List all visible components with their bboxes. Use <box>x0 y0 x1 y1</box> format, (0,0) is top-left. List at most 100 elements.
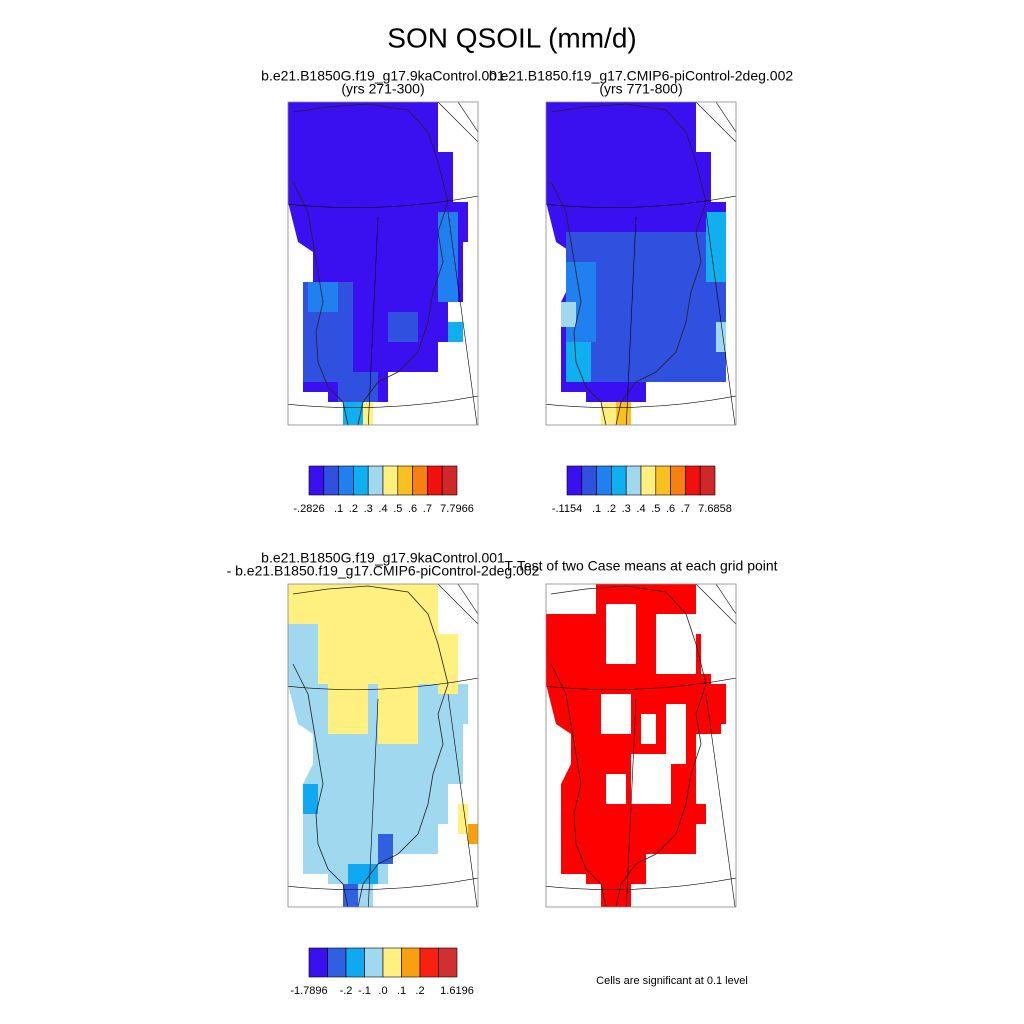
colorbar-label: .5 <box>393 503 402 515</box>
colorbar-label: .7 <box>423 503 432 515</box>
grid-cell <box>438 212 458 302</box>
map-content <box>546 584 736 907</box>
grid-cell <box>438 634 458 694</box>
longitude-line <box>626 216 637 425</box>
longitude-line <box>546 395 547 402</box>
colorbar-label: .3 <box>622 503 631 515</box>
grid-cell <box>288 584 438 624</box>
colorbar-box <box>327 947 347 978</box>
coastline <box>292 585 449 907</box>
grid-cell <box>308 282 338 312</box>
colorbar-label: .7 <box>681 503 690 515</box>
panel-title: - b.e21.B1850.f19_g17.CMIP6-piControl-2d… <box>227 563 540 579</box>
latitude-line <box>546 195 736 208</box>
map-frame <box>545 101 737 426</box>
colorbar-box <box>566 465 583 496</box>
longitude-line <box>546 877 547 884</box>
colorbar-label: .4 <box>378 503 387 515</box>
colorbar-label: .2 <box>349 503 358 515</box>
grid-cell <box>601 694 631 734</box>
latitude-line <box>546 395 736 408</box>
grid-cell <box>378 684 418 744</box>
grid-cell <box>561 302 576 327</box>
grid-cell <box>666 704 686 764</box>
grid-cell <box>606 604 636 664</box>
panel-note: Cells are significant at 0.1 level <box>596 975 748 987</box>
colorbar-box <box>382 947 402 978</box>
colorbar-box <box>308 465 325 496</box>
latitude-line <box>288 677 478 690</box>
colorbar-box <box>345 947 365 978</box>
map-frame <box>287 101 479 426</box>
longitude-line <box>288 395 289 402</box>
colorbar-box <box>397 465 413 496</box>
panel-title: b.e21.B1850.f19_g17.CMIP6-piControl-2deg… <box>489 68 794 84</box>
longitude-line <box>695 102 736 143</box>
grid-cell <box>343 402 363 425</box>
colorbar-box <box>625 465 642 496</box>
colorbar-label: -1.7896 <box>290 985 327 997</box>
longitude-line <box>437 584 478 625</box>
colorbar-label: .2 <box>607 503 616 515</box>
colorbar-box <box>640 465 657 496</box>
colorbar-label: .4 <box>636 503 645 515</box>
map-content <box>288 102 478 425</box>
map-frame <box>287 583 479 908</box>
colorbar-label: 7.7966 <box>440 503 474 515</box>
panel-title: (yrs 771-800) <box>599 81 682 97</box>
longitude-line <box>705 693 736 907</box>
latitude-line <box>288 395 478 408</box>
colorbar-box <box>367 465 384 496</box>
colorbar-label: .0 <box>378 985 387 997</box>
grid-cell <box>701 604 736 674</box>
colorbar-box <box>401 947 421 978</box>
coastline <box>550 585 707 907</box>
longitude-line <box>457 584 478 615</box>
longitude-line <box>715 102 736 133</box>
colorbar-box <box>364 947 384 978</box>
longitude-line <box>626 698 637 907</box>
colorbar-box <box>655 465 671 496</box>
longitude-line <box>447 211 478 425</box>
colorbar-box <box>441 465 458 496</box>
colorbar-label: -.1 <box>358 985 371 997</box>
colorbar-label: .5 <box>651 503 660 515</box>
colorbar-box <box>382 465 399 496</box>
colorbar-label: -.2826 <box>293 503 324 515</box>
panel-title: (yrs 271-300) <box>341 81 424 97</box>
coastline <box>292 103 449 425</box>
colorbar-box <box>308 947 328 978</box>
longitude-line <box>368 216 379 425</box>
colorbar-label: .2 <box>415 985 424 997</box>
colorbar-box <box>611 465 627 496</box>
map-frame <box>545 583 737 908</box>
latitude-line <box>546 677 736 690</box>
colorbar-box <box>438 947 458 978</box>
grid-cell <box>378 834 393 864</box>
longitude-line <box>715 584 736 615</box>
grid-cell <box>348 864 378 884</box>
longitude-line <box>368 698 379 907</box>
coastline <box>550 103 707 425</box>
colorbar-label: -.1154 <box>552 503 582 515</box>
colorbar-box <box>323 465 339 496</box>
grid-cell <box>388 312 418 342</box>
longitude-line <box>288 877 289 884</box>
grid-cell <box>716 322 726 352</box>
grid-cell <box>468 824 478 844</box>
longitude-line <box>705 211 736 425</box>
colorbar-box <box>419 947 439 978</box>
map-panel <box>287 583 479 908</box>
grid-cell <box>696 734 726 804</box>
colorbar-label: .1 <box>397 985 406 997</box>
colorbar-box <box>670 465 686 496</box>
map-panel <box>545 101 737 426</box>
colorbar-box <box>427 465 443 496</box>
colorbar-box <box>685 465 701 496</box>
map-content <box>546 102 736 425</box>
latitude-line <box>288 877 478 890</box>
panel-title: b.e21.B1850G.f19_g17.9kaControl.001 <box>261 68 505 84</box>
colorbar-box <box>581 465 597 496</box>
grid-cell <box>303 784 318 814</box>
